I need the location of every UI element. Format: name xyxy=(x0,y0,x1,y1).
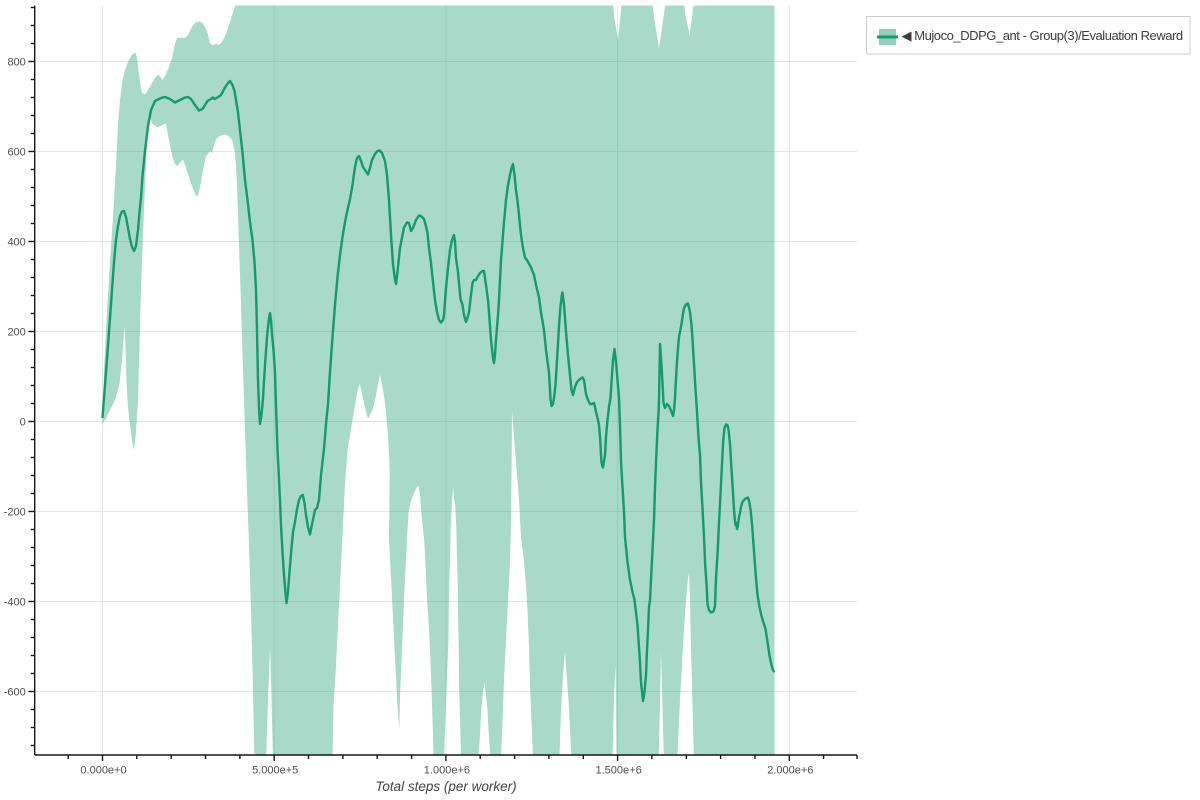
svg-text:2.000e+6: 2.000e+6 xyxy=(767,765,813,777)
svg-text:600: 600 xyxy=(7,146,25,158)
svg-text:-200: -200 xyxy=(4,506,26,518)
svg-text:5.000e+5: 5.000e+5 xyxy=(252,765,298,777)
svg-text:-600: -600 xyxy=(4,686,26,698)
svg-text:1.000e+6: 1.000e+6 xyxy=(424,765,470,777)
svg-text:200: 200 xyxy=(7,326,25,338)
svg-text:400: 400 xyxy=(7,236,25,248)
svg-text:-400: -400 xyxy=(4,596,26,608)
svg-text:800: 800 xyxy=(7,56,25,68)
svg-text:◀ Mujoco_DDPG_ant - Group(3)/E: ◀ Mujoco_DDPG_ant - Group(3)/Evaluation … xyxy=(902,28,1183,43)
svg-text:Total steps (per worker): Total steps (per worker) xyxy=(375,779,516,794)
svg-text:0: 0 xyxy=(20,416,26,428)
svg-text:1.500e+6: 1.500e+6 xyxy=(596,765,642,777)
svg-text:0.000e+0: 0.000e+0 xyxy=(80,765,126,777)
